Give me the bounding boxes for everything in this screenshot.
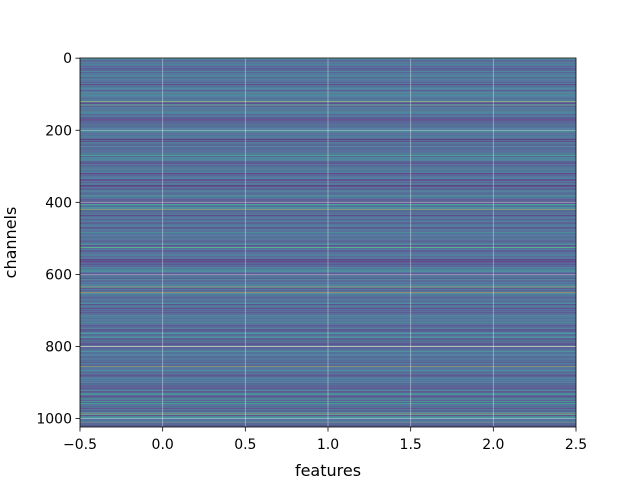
y-tick-label: 200 [45, 123, 72, 139]
y-axis-ticks: 0 200 400 600 800 1000 [36, 51, 80, 428]
x-tick-label: 1.5 [400, 437, 422, 453]
y-tick-label: 1000 [36, 412, 72, 428]
heatmap-image [80, 58, 576, 427]
y-tick-label: 400 [45, 195, 72, 211]
x-tick-label: 2.0 [482, 437, 504, 453]
y-tick-label: 800 [45, 339, 72, 355]
x-tick-label: 0.0 [152, 437, 174, 453]
y-tick-label: 600 [45, 267, 72, 283]
grid-lines [79, 57, 577, 427]
y-axis-label: channels [1, 207, 20, 279]
x-tick-label: 2.5 [565, 437, 587, 453]
x-tick-label: −0.5 [63, 437, 97, 453]
x-tick-label: 0.5 [234, 437, 256, 453]
y-tick-label: 0 [63, 51, 72, 67]
x-axis-ticks: −0.5 0.0 0.5 1.0 1.5 2.0 2.5 [63, 427, 587, 453]
x-tick-label: 1.0 [317, 437, 339, 453]
x-axis-label: features [295, 461, 361, 480]
